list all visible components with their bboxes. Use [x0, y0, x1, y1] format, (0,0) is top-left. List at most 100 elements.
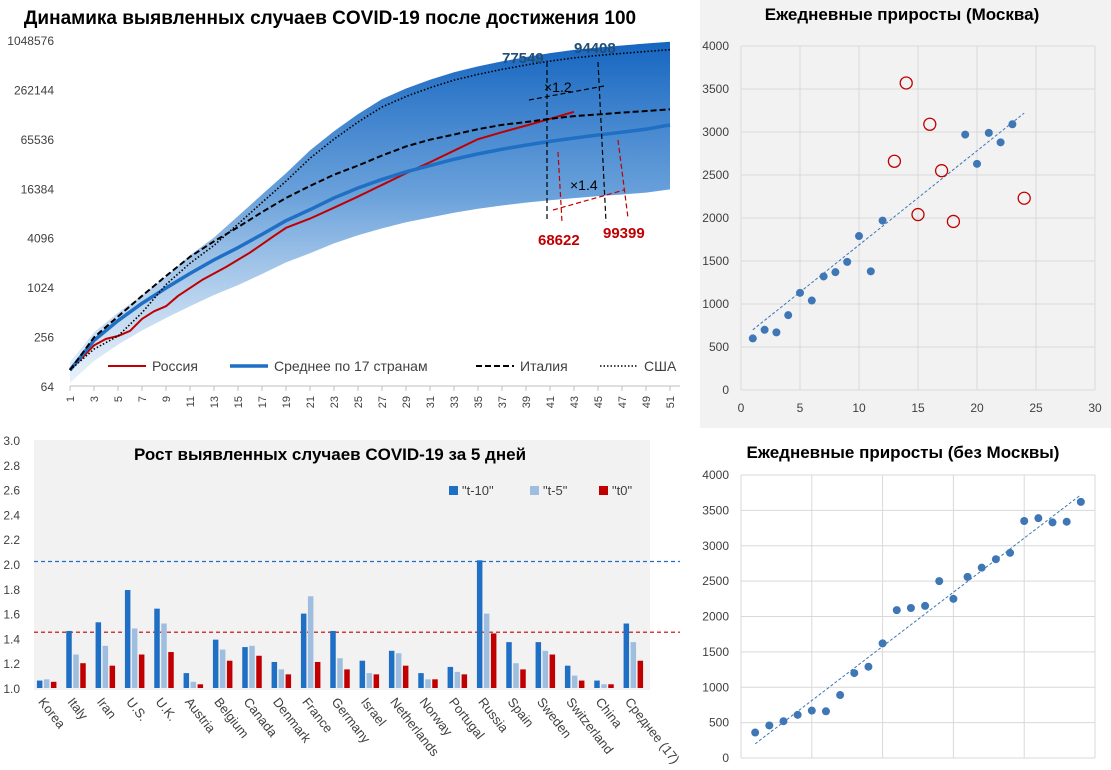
- bar-0: [242, 647, 248, 688]
- legend-usa: США: [644, 358, 677, 374]
- data-point: [843, 257, 852, 266]
- data-point: [784, 311, 793, 320]
- y-tick-label: 64: [41, 380, 55, 394]
- bar-0: [506, 642, 512, 688]
- trend-line: [754, 494, 1082, 745]
- y-tick-label: 65536: [21, 133, 55, 147]
- data-point: [819, 272, 828, 281]
- y-tick-label: 2000: [702, 610, 729, 624]
- x-tick-label: 41: [545, 396, 557, 408]
- bar-1: [102, 645, 109, 688]
- data-point: [878, 639, 887, 648]
- bar-0: [300, 613, 307, 688]
- bar-0: [594, 680, 600, 688]
- data-point: [821, 707, 830, 716]
- x-tick-label: 5: [113, 396, 125, 402]
- data-point: [984, 128, 993, 137]
- x-tick-label: 15: [911, 401, 925, 415]
- bar-1: [542, 650, 549, 688]
- category-label: Iran: [94, 695, 120, 722]
- data-point: [866, 267, 875, 276]
- outlier-point: [946, 214, 961, 229]
- y-tick-label: 2000: [702, 211, 729, 225]
- bar-0: [212, 639, 219, 688]
- bar-1: [513, 663, 519, 688]
- y-tick-label: 3500: [702, 503, 729, 517]
- x-tick-label: 11: [185, 396, 197, 407]
- y-tick-label: 3500: [702, 82, 729, 96]
- data-point: [977, 563, 986, 572]
- bar-1: [601, 684, 607, 688]
- x-tick-label: 1: [65, 396, 77, 402]
- legend-t5: "t-5": [543, 483, 568, 498]
- data-point: [772, 328, 781, 337]
- y-tick-label: 1024: [27, 281, 54, 295]
- trend-line: [752, 112, 1025, 331]
- no-moscow-chart-panel: Ежедневные приросты (без Москвы) 0 500 100…: [700, 428, 1111, 765]
- bar-2: [578, 680, 585, 688]
- x-tick-label: 27: [377, 396, 389, 408]
- dynamics-chart: Динамика выявленных случаев COVID-19 пос…: [7, 8, 680, 408]
- bar-1: [337, 658, 343, 688]
- bar-2: [344, 669, 350, 688]
- series-line-2: [69, 108, 671, 371]
- bar-2: [432, 679, 438, 688]
- data-point: [935, 577, 944, 586]
- moscow-chart-panel: Ежедневные приросты (Москва) 0 500 1000 150…: [700, 0, 1111, 428]
- moscow-scatter-chart: Ежедневные приросты (Москва) 05001000150…: [702, 5, 1102, 415]
- y-tick-label: 3000: [702, 125, 729, 139]
- x-tick-label: 17: [257, 396, 269, 408]
- bar-0: [183, 673, 190, 688]
- data-point: [921, 601, 930, 610]
- category-label: Italy: [65, 695, 92, 723]
- x-tick-label: 23: [329, 396, 341, 408]
- y-tick-label: 2.4: [3, 508, 20, 522]
- dynamics-title: Динамика выявленных случаев COVID-19 пос…: [24, 8, 636, 29]
- outlier-point: [934, 164, 949, 178]
- bar-1: [43, 679, 50, 688]
- data-point: [831, 268, 840, 277]
- annotation-77549: 77549: [502, 50, 544, 67]
- growth-chart-panel: Рост выявленных случаев COVID-19 за 5 дн…: [0, 428, 700, 767]
- x-tick-label: 3: [89, 396, 101, 402]
- y-tick-label: 256: [34, 331, 54, 345]
- x-tick-label: 31: [425, 396, 437, 408]
- dynamics-chart-panel: Динамика выявленных случаев COVID-19 пос…: [0, 0, 700, 425]
- bar-2: [109, 665, 116, 688]
- bar-1: [307, 596, 314, 688]
- category-label: U.K.: [153, 695, 180, 724]
- bar-0: [95, 622, 102, 688]
- bar-1: [131, 628, 138, 688]
- x-tick-label: 25: [353, 396, 365, 408]
- y-tick-label: 1.6: [3, 608, 20, 622]
- bar-2: [138, 654, 145, 688]
- bar-2: [520, 669, 526, 688]
- x-tick-label: 47: [617, 396, 629, 408]
- bar-2: [50, 681, 57, 688]
- legend-russia: Россия: [152, 358, 198, 374]
- y-tick-label: 4096: [27, 232, 54, 246]
- bar-2: [461, 674, 468, 688]
- y-tick-label: 4000: [702, 468, 729, 482]
- bar-1: [454, 671, 461, 688]
- data-point: [850, 669, 859, 678]
- data-point: [973, 159, 981, 168]
- bar-0: [154, 608, 160, 688]
- bar-1: [483, 613, 490, 688]
- x-tick-label: 51: [665, 396, 677, 408]
- x-tick-label: 30: [1088, 401, 1102, 415]
- bar-1: [366, 673, 373, 688]
- x-tick-label: 35: [473, 396, 485, 408]
- bar-0: [124, 590, 131, 688]
- legend-italy: Италия: [520, 358, 568, 374]
- bar-2: [314, 661, 321, 688]
- y-tick-label: 3.0: [3, 434, 20, 448]
- bar-1: [571, 675, 578, 688]
- x-tick-label: 33: [449, 396, 461, 408]
- x-tick-label: 13: [209, 396, 221, 408]
- data-point: [751, 728, 760, 737]
- bar-0: [388, 650, 395, 688]
- bar-0: [447, 666, 454, 688]
- annotation-94408: 94408: [574, 40, 616, 57]
- data-point: [748, 334, 757, 343]
